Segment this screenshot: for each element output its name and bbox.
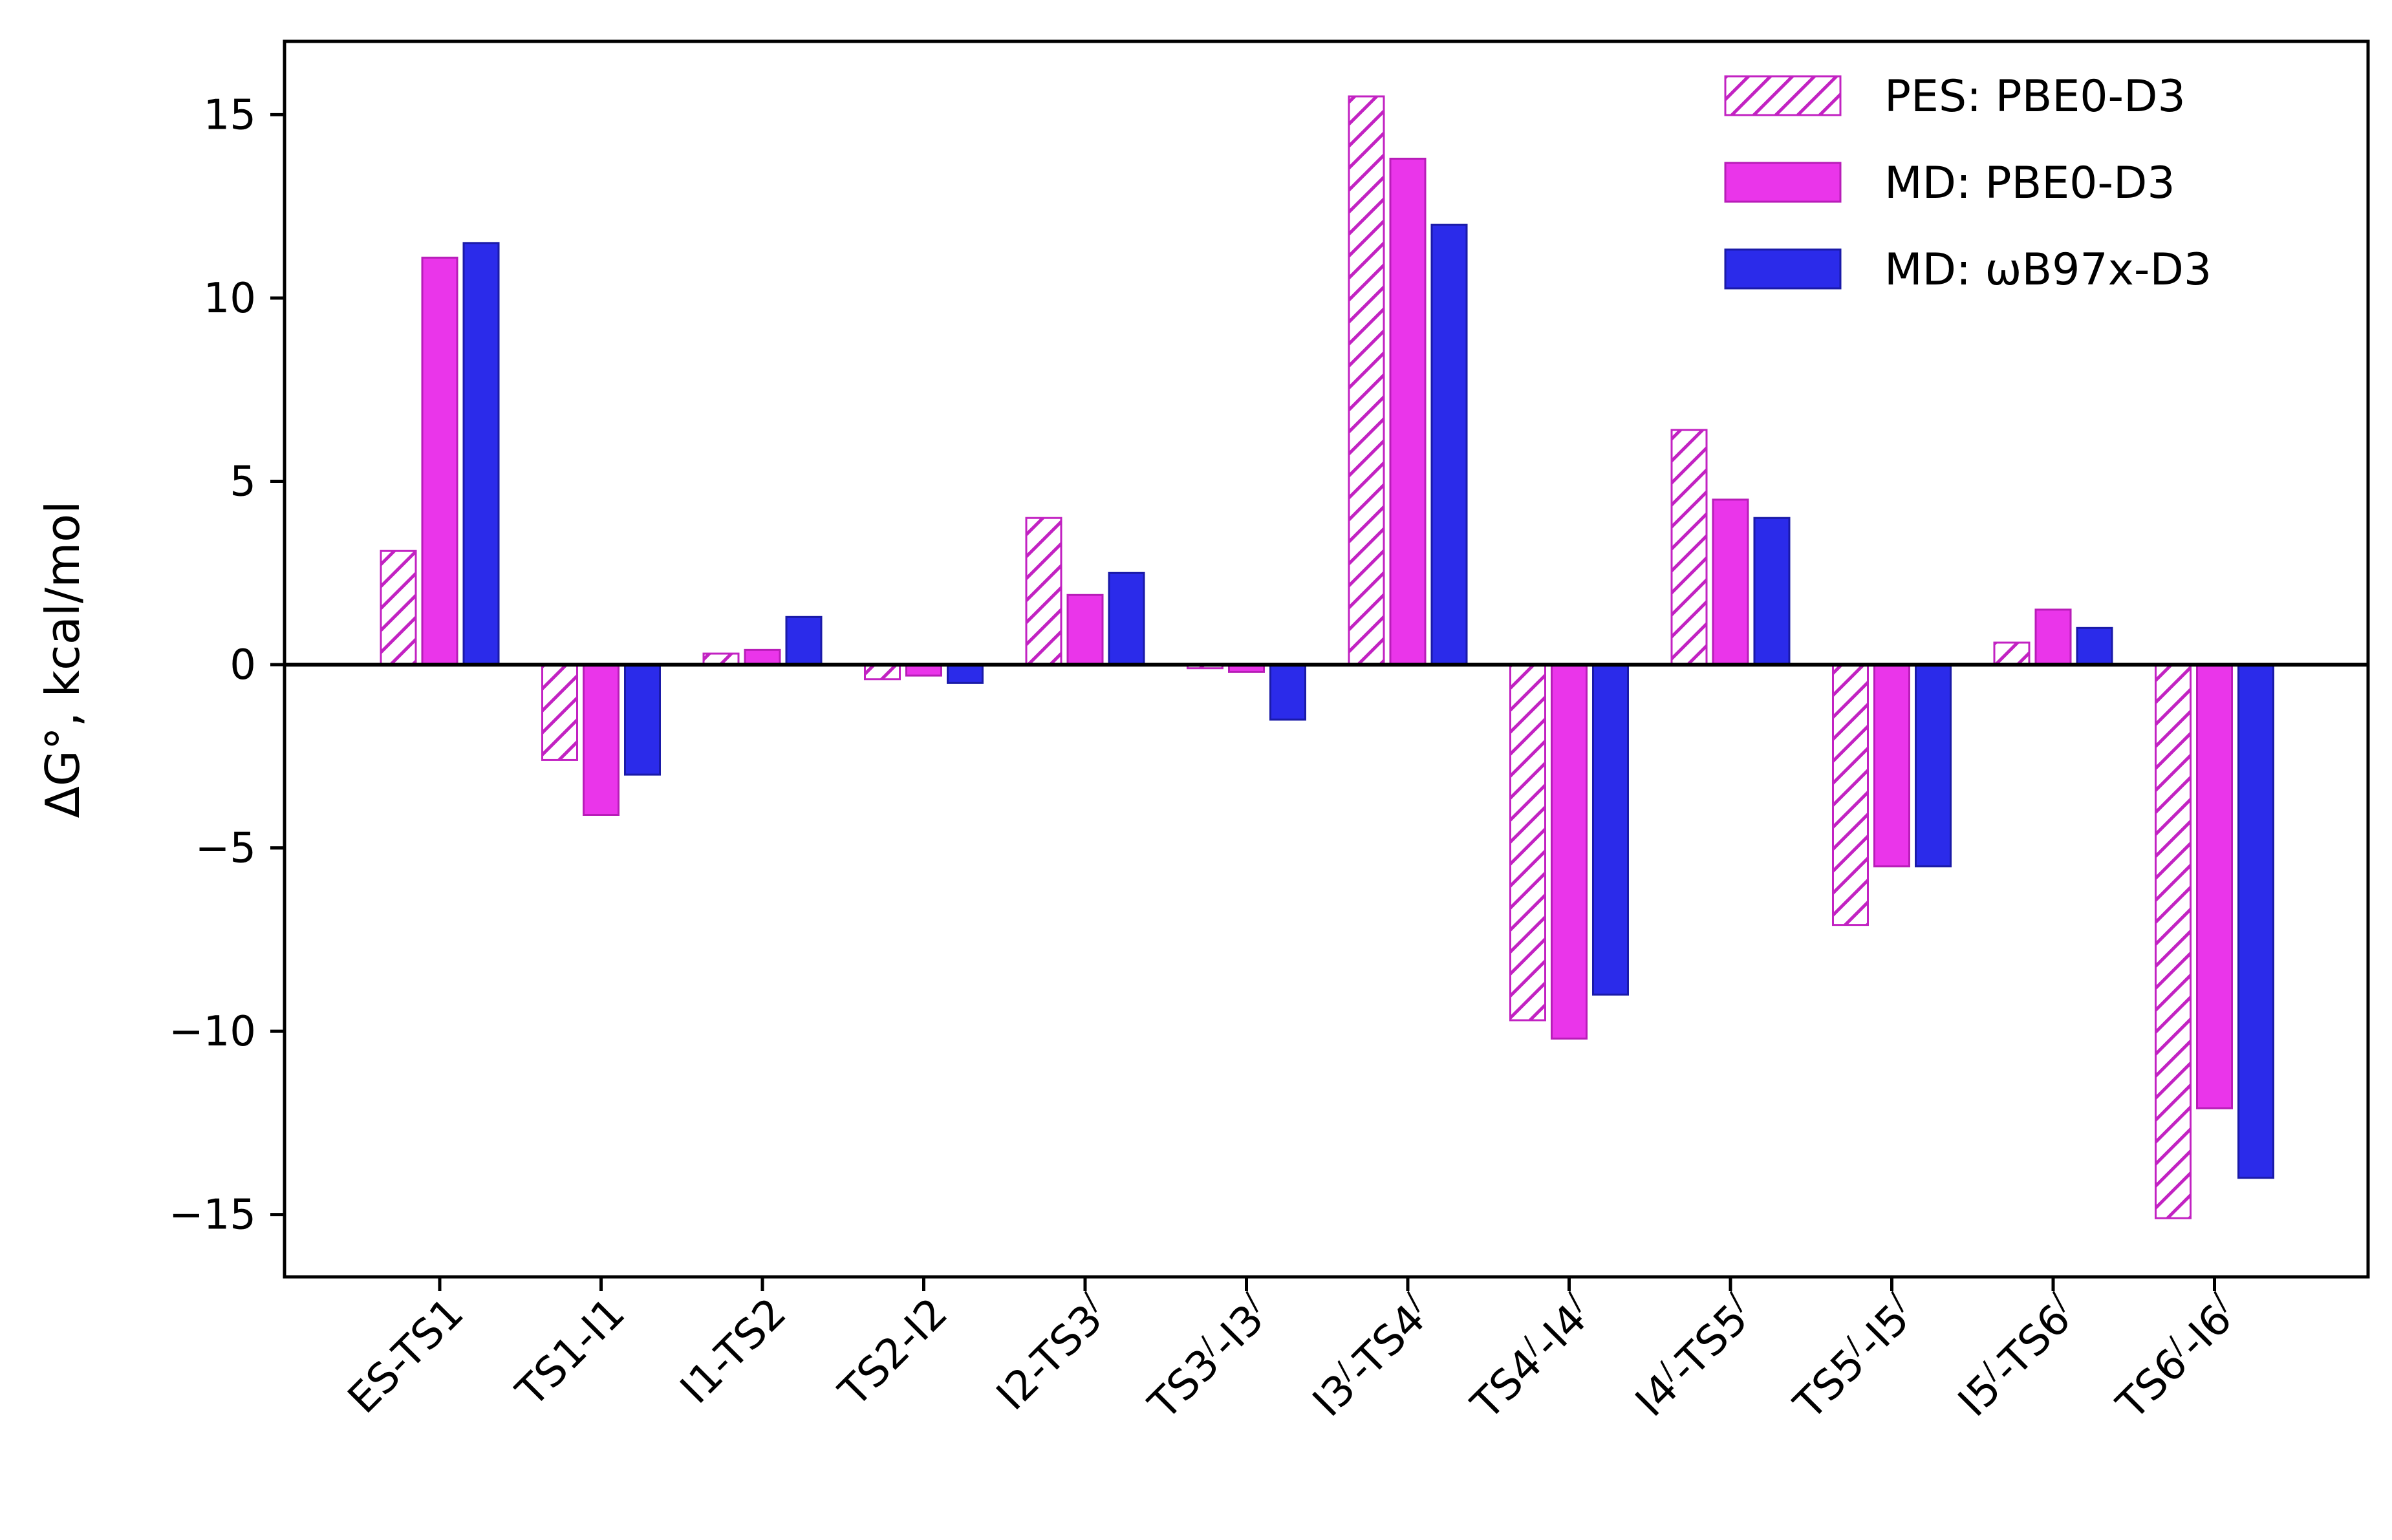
bar-3-TS6/-I6/ [2237, 663, 2274, 1179]
bar-2-I4/-TS5/ [1712, 498, 1749, 666]
x-tick-label: TS6/-I6/ [2105, 1287, 2248, 1429]
bar-1-TS5/-I5/ [1832, 663, 1869, 926]
bar-2-ES-TS1 [421, 257, 458, 666]
x-tick-label: I3/-TS4/ [1302, 1287, 1441, 1426]
y-axis-title: ΔG°, kcal/mol [36, 501, 90, 818]
bars-layer [380, 95, 2274, 1219]
bar-3-TS3/-I3/ [1269, 663, 1306, 721]
bar-3-TS5/-I5/ [1915, 663, 1952, 868]
plot-frame [283, 39, 2370, 1279]
legend: PES: PBE0-D3 MD: PBE0-D3 MD: ωB97x-D3 [1724, 71, 2212, 295]
x-tick-label: TS2-I2 [830, 1289, 957, 1417]
y-axis: 15 10 5 0 −5 −10 −15 [169, 91, 285, 1239]
bar-3-TS4/-I4/ [1592, 663, 1629, 996]
bar-3-I1-TS2 [785, 615, 823, 666]
y-tick-label: 15 [204, 91, 256, 139]
x-tick-label: TS4/-I4/ [1460, 1287, 1602, 1429]
y-tick-label: 5 [230, 458, 256, 506]
legend-swatch-2 [1724, 162, 1842, 203]
legend-swatch-1 [1724, 75, 1842, 116]
bar-2-TS4/-I4/ [1551, 663, 1588, 1040]
bar-2-TS5/-I5/ [1873, 663, 1910, 868]
legend-label-2: MD: PBE0-D3 [1884, 158, 2175, 209]
x-tick-label: TS3/-I3/ [1137, 1287, 1280, 1429]
bar-1-TS2-I2 [864, 663, 901, 681]
legend-label-3: MD: ωB97x-D3 [1884, 244, 2212, 295]
bar-3-I5/-TS6/ [2076, 626, 2113, 666]
bar-3-I4/-TS5/ [1753, 517, 1791, 666]
y-tick-label: −5 [195, 825, 256, 873]
bar-3-TS2-I2 [947, 663, 984, 684]
bar-3-I2-TS3/ [1108, 572, 1145, 666]
x-tick-label: I1-TS2 [672, 1289, 796, 1413]
x-tick-label: I2-TS3/ [986, 1287, 1119, 1420]
y-tick-label: −10 [169, 1008, 256, 1056]
x-tick-label: I4/-TS5/ [1624, 1287, 1764, 1426]
bar-2-TS6/-I6/ [2196, 663, 2233, 1109]
bar-3-ES-TS1 [462, 242, 500, 666]
y-tick-label: 0 [230, 641, 256, 689]
x-tick-label: TS1-I1 [507, 1289, 634, 1417]
x-tick-label: TS5/-I5/ [1782, 1287, 1925, 1429]
bar-2-I5/-TS6/ [2034, 608, 2072, 666]
bar-1-I5/-TS6/ [1993, 641, 2031, 666]
y-tick-label: −15 [169, 1192, 256, 1239]
bar-3-TS1-I1 [624, 663, 661, 776]
y-tick-label: 10 [204, 275, 256, 323]
bar-1-I2-TS3/ [1025, 517, 1062, 666]
bar-3-I3/-TS4/ [1430, 224, 1468, 666]
bar-1-TS6/-I6/ [2155, 663, 2192, 1219]
bar-2-TS1-I1 [583, 663, 620, 817]
bar-1-TS1-I1 [541, 663, 578, 761]
bar-2-I1-TS2 [744, 648, 781, 666]
legend-swatch-3 [1724, 248, 1842, 290]
bar-1-I3/-TS4/ [1348, 95, 1385, 666]
legend-label-1: PES: PBE0-D3 [1884, 71, 2186, 122]
bar-2-I2-TS3/ [1066, 594, 1104, 666]
x-tick-label: I5/-TS6/ [1947, 1287, 2087, 1426]
bar-1-I4/-TS5/ [1670, 429, 1708, 666]
x-tick-label: ES-TS1 [339, 1289, 473, 1423]
bar-1-TS4/-I4/ [1509, 663, 1546, 1021]
x-axis: ES-TS1 TS1-I1 I1-TS2 TS2-I2 I2-TS3/TS3/-I3/I… [339, 1277, 2248, 1429]
bar-1-ES-TS1 [380, 550, 417, 666]
bar-2-I3/-TS4/ [1389, 157, 1427, 666]
